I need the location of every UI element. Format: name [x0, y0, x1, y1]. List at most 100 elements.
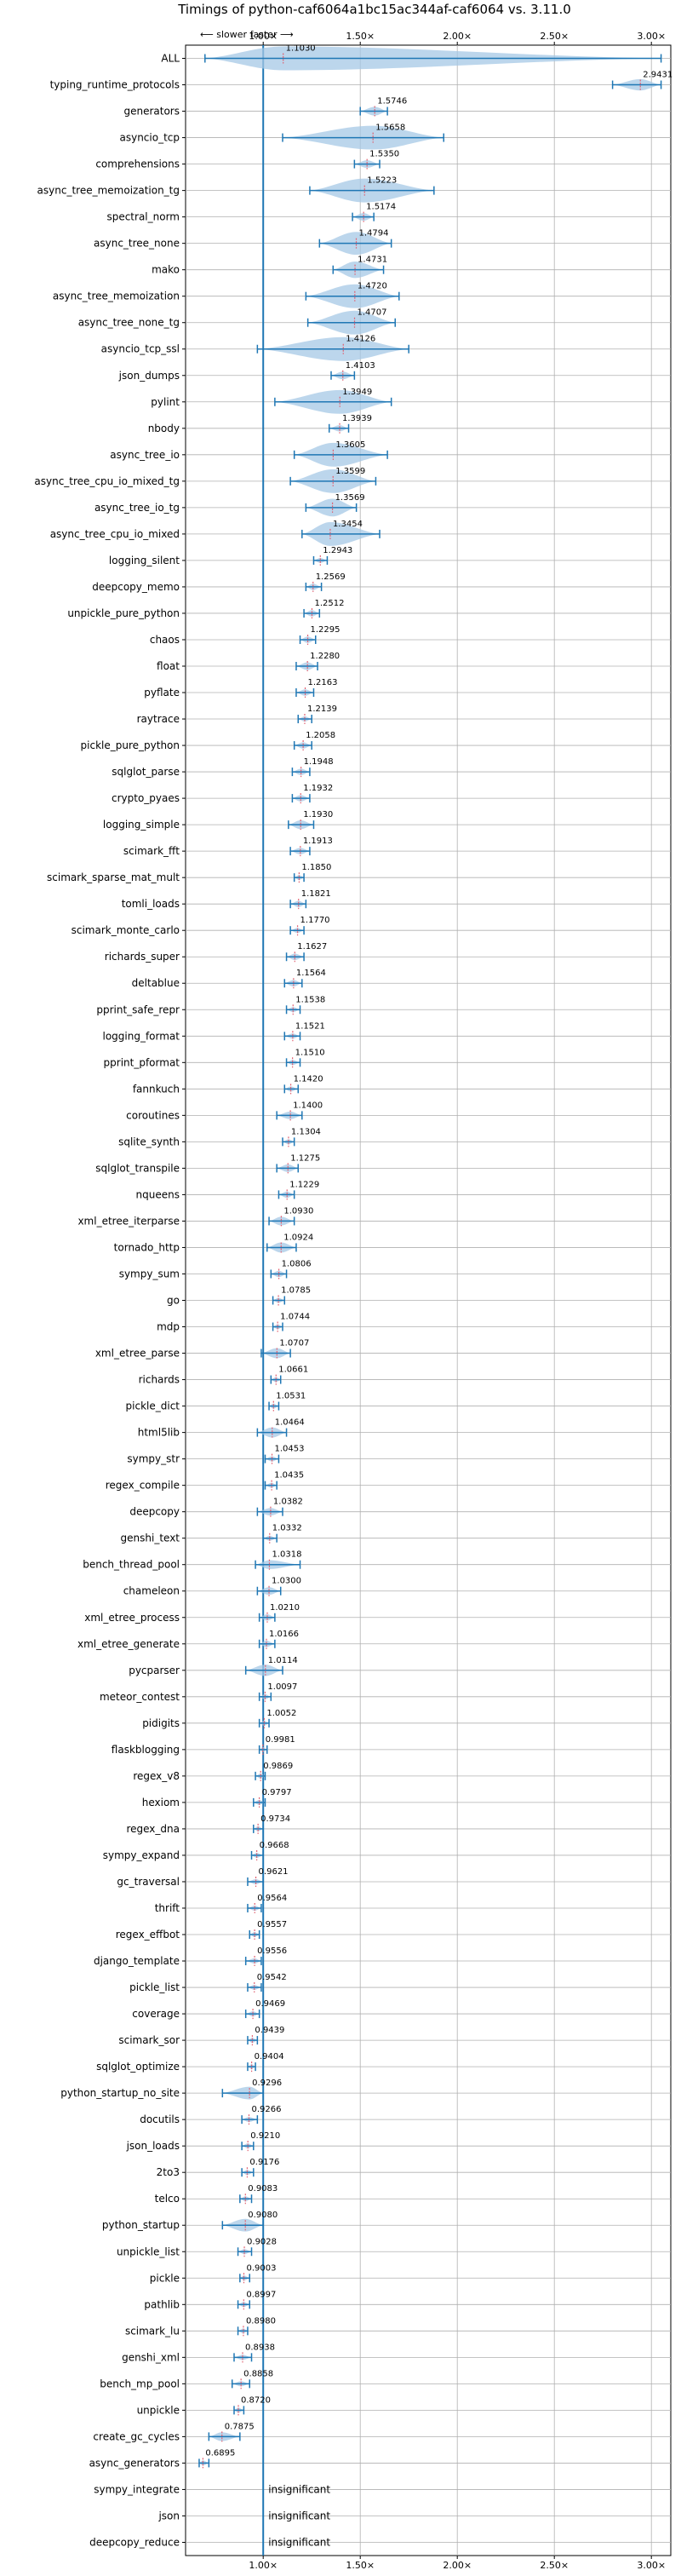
- value-label: 0.9668: [260, 1841, 289, 1850]
- value-label: 1.0464: [275, 1418, 305, 1428]
- value-label: 1.2943: [323, 546, 352, 555]
- benchmark-name: create_gc_cycles: [93, 2430, 180, 2442]
- benchmark-name: gc_traversal: [117, 1876, 180, 1888]
- value-label: 0.9003: [246, 2263, 276, 2273]
- value-label: 0.9981: [266, 1735, 295, 1745]
- benchmark-name: pickle: [150, 2272, 180, 2284]
- value-label: 1.4794: [359, 229, 389, 239]
- value-label: 0.9080: [248, 2211, 278, 2220]
- benchmark-name: deepcopy_reduce: [89, 2536, 180, 2548]
- value-label: 1.1564: [296, 969, 326, 978]
- value-label: 1.0661: [278, 1366, 308, 1375]
- x-tick-label-top: 3.00×: [637, 31, 666, 42]
- value-label: 1.1275: [290, 1153, 320, 1163]
- benchmark-name: pickle_dict: [126, 1400, 180, 1412]
- value-label: 1.2163: [308, 678, 338, 687]
- benchmark-name: sympy_sum: [119, 1268, 180, 1279]
- benchmark-name: bench_thread_pool: [83, 1559, 180, 1571]
- value-label: 1.0785: [281, 1286, 311, 1296]
- benchmark-name: pyflate: [144, 687, 180, 699]
- benchmark-name: 2to3: [157, 2166, 180, 2178]
- value-label: 0.7875: [225, 2422, 255, 2431]
- benchmark-name: genshi_text: [121, 1532, 180, 1544]
- value-label: 1.1948: [304, 757, 334, 767]
- value-label: 1.0924: [283, 1233, 313, 1242]
- benchmark-name: nqueens: [136, 1188, 180, 1200]
- benchmark-name: fannkuch: [133, 1083, 180, 1095]
- benchmark-name: sympy_str: [127, 1453, 180, 1465]
- benchmark-name: async_tree_memoization_tg: [37, 185, 180, 197]
- value-label: 1.3569: [335, 493, 365, 503]
- benchmark-name: python_startup_no_site: [60, 2087, 180, 2099]
- benchmark-name: docutils: [140, 2113, 180, 2125]
- x-tick-label-bottom: 2.50×: [540, 2560, 569, 2571]
- value-label: 0.8938: [245, 2343, 275, 2352]
- benchmark-name: regex_dna: [126, 1823, 180, 1835]
- value-label: 0.6895: [205, 2448, 235, 2458]
- benchmark-name: sqlite_synth: [118, 1136, 180, 1147]
- value-label: 1.0210: [270, 1603, 300, 1613]
- benchmark-name: sympy_expand: [103, 1849, 180, 1861]
- benchmark-name: scimark_fft: [123, 845, 180, 857]
- benchmark-name: regex_v8: [133, 1770, 180, 1782]
- benchmark-name: async_tree_memoization: [53, 290, 180, 302]
- value-label: 0.9542: [257, 1973, 287, 1982]
- value-label: 1.0806: [282, 1259, 312, 1268]
- benchmark-name: html5lib: [138, 1427, 180, 1439]
- value-label: 0.9734: [260, 1814, 290, 1824]
- benchmark-name: async_generators: [89, 2457, 180, 2469]
- x-tick-label-bottom: 1.00×: [249, 2560, 278, 2571]
- benchmark-name: deltablue: [132, 977, 180, 989]
- benchmark-name: async_tree_cpu_io_mixed_tg: [34, 475, 180, 487]
- value-label: 1.1304: [291, 1127, 321, 1136]
- benchmark-name: pathlib: [144, 2298, 180, 2310]
- value-label: 1.5174: [366, 203, 396, 212]
- benchmark-name: regex_compile: [106, 1480, 180, 1492]
- benchmark-name: spectral_norm: [106, 211, 180, 223]
- benchmark-name: deepcopy: [129, 1506, 180, 1518]
- value-label: 0.9564: [257, 1894, 287, 1903]
- benchmark-name: unpickle_list: [117, 2245, 180, 2257]
- value-label: 1.4720: [358, 282, 387, 291]
- value-label: 0.9266: [251, 2105, 281, 2114]
- value-label: 1.1932: [303, 784, 333, 793]
- benchmark-name: sqlglot_transpile: [95, 1162, 180, 1174]
- benchmark-name: async_tree_io_tg: [94, 502, 180, 514]
- value-label: 2.9431: [643, 71, 672, 80]
- value-label: 1.0318: [272, 1550, 301, 1560]
- benchmark-name: comprehensions: [95, 158, 180, 170]
- benchmark-name: pickle_list: [129, 1981, 180, 1993]
- benchmark-name: crypto_pyaes: [112, 792, 180, 804]
- benchmark-name: sqlglot_optimize: [96, 2061, 180, 2073]
- benchmark-name: deepcopy_memo: [92, 581, 180, 593]
- value-label: 1.1030: [286, 44, 316, 54]
- value-label: 1.0707: [279, 1339, 309, 1348]
- value-label: 1.4731: [358, 256, 387, 265]
- benchmark-name: pickle_pure_python: [81, 739, 180, 751]
- benchmark-name: pprint_safe_repr: [96, 1003, 180, 1015]
- benchmark-name: logging_format: [102, 1030, 180, 1042]
- data-layer: [198, 45, 662, 2556]
- benchmark-name: sqlglot_parse: [112, 766, 180, 778]
- value-label: 1.0930: [283, 1206, 313, 1216]
- value-label: 1.1521: [295, 1021, 325, 1031]
- x-tick-label-top: 2.50×: [540, 31, 569, 42]
- value-label: 1.2058: [306, 731, 335, 740]
- benchmark-name: telco: [155, 2193, 180, 2205]
- value-label: 0.9296: [252, 2079, 282, 2088]
- value-label: 1.5746: [377, 97, 407, 106]
- benchmark-name: async_tree_io: [110, 449, 180, 461]
- benchmark-name: unpickle_pure_python: [67, 607, 180, 619]
- benchmark-name: scimark_lu: [125, 2325, 180, 2337]
- benchmark-name: pycparser: [129, 1665, 180, 1676]
- value-label: 0.8997: [246, 2290, 276, 2299]
- benchmark-name: async_tree_none: [94, 238, 180, 250]
- benchmark-name: pprint_pformat: [104, 1056, 180, 1068]
- value-label: 1.5223: [367, 176, 397, 186]
- benchmark-name: pidigits: [142, 1717, 180, 1729]
- value-label: 0.9083: [248, 2184, 278, 2194]
- benchmark-name: genshi_xml: [122, 2351, 180, 2363]
- benchmark-name: tomli_loads: [122, 898, 180, 910]
